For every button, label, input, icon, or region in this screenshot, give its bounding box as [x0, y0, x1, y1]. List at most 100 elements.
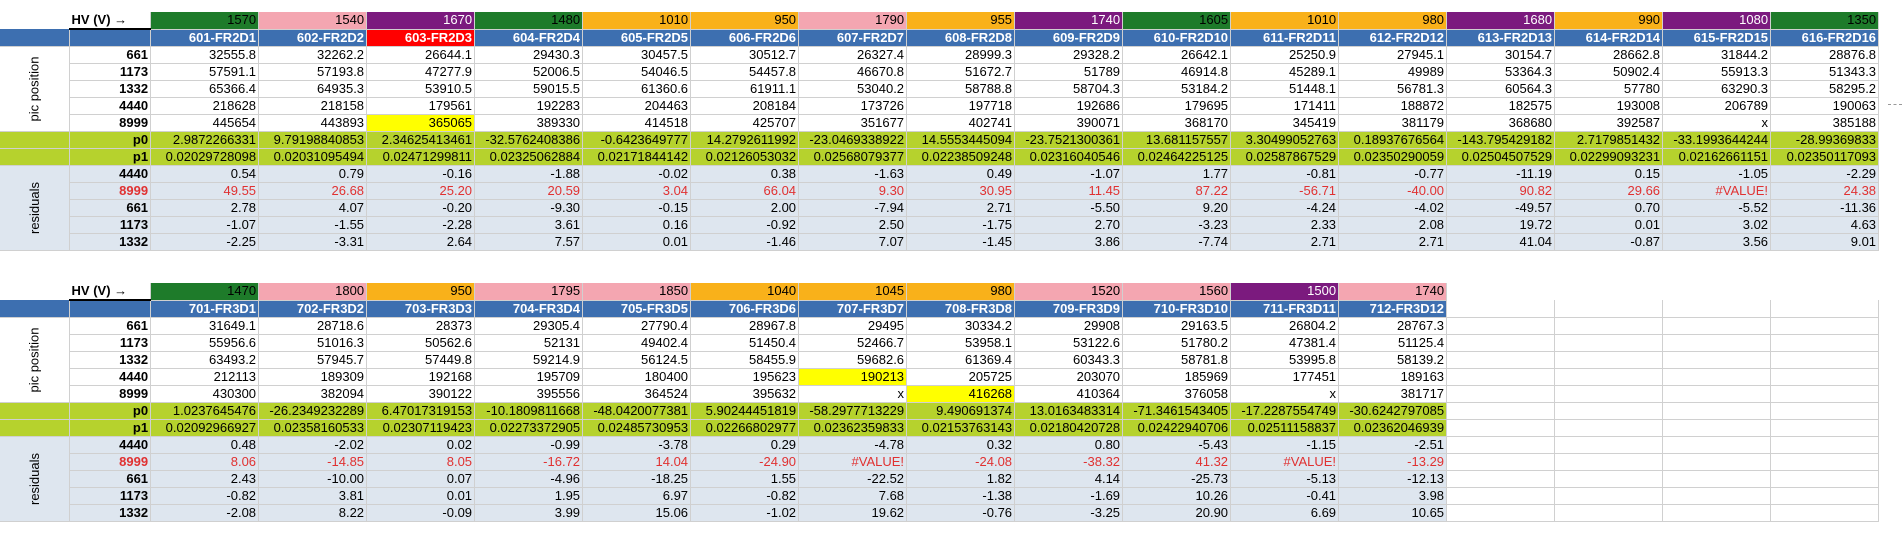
pic-position-cell[interactable]: 28876.8: [1770, 46, 1880, 64]
pic-position-cell[interactable]: 57193.8: [258, 63, 368, 81]
detector-name-cell[interactable]: 616-FR2D16: [1770, 29, 1880, 47]
p1-cell[interactable]: 0.02504507529: [1446, 148, 1556, 166]
p0-cell[interactable]: -48.0420077381: [582, 402, 692, 420]
pic-position-cell[interactable]: 52466.7: [798, 334, 908, 352]
pic-position-cell[interactable]: 53040.2: [798, 80, 908, 98]
detector-name-cell[interactable]: 606-FR2D6: [690, 29, 800, 47]
hv-cell[interactable]: 1480: [474, 12, 584, 30]
residual-cell[interactable]: 3.56: [1662, 233, 1772, 251]
pic-position-cell[interactable]: 31649.1: [150, 317, 260, 335]
empty-cell[interactable]: [1662, 317, 1772, 335]
pic-position-cell[interactable]: 416268: [906, 385, 1016, 403]
p0-cell[interactable]: 2.34625413461: [366, 131, 476, 149]
empty-cell[interactable]: [1770, 368, 1880, 386]
empty-cell[interactable]: [1770, 402, 1880, 420]
empty-cell[interactable]: [1446, 351, 1556, 369]
residual-cell[interactable]: -0.87: [1554, 233, 1664, 251]
p0-cell[interactable]: 3.30499052763: [1230, 131, 1340, 149]
pic-position-cell[interactable]: 381179: [1338, 114, 1448, 132]
residual-cell[interactable]: 2.50: [798, 216, 908, 234]
p0-cell[interactable]: 14.2792611992: [690, 131, 800, 149]
detector-name-cell[interactable]: 702-FR3D2: [258, 300, 368, 318]
pic-position-cell[interactable]: 206789: [1662, 97, 1772, 115]
hv-cell[interactable]: 955: [906, 12, 1016, 30]
pic-position-cell[interactable]: 53910.5: [366, 80, 476, 98]
hv-cell[interactable]: 1740: [1338, 283, 1448, 301]
residual-cell[interactable]: 24.38: [1770, 182, 1880, 200]
residual-cell[interactable]: -0.16: [366, 165, 476, 183]
empty-cell[interactable]: [1554, 436, 1664, 454]
pic-position-cell[interactable]: 28662.8: [1554, 46, 1664, 64]
detector-name-cell[interactable]: 607-FR2D7: [798, 29, 908, 47]
pic-position-cell[interactable]: 51448.1: [1230, 80, 1340, 98]
pic-position-cell[interactable]: 395556: [474, 385, 584, 403]
residual-cell[interactable]: 3.86: [1014, 233, 1124, 251]
residual-cell[interactable]: 0.16: [582, 216, 692, 234]
residual-cell[interactable]: 0.01: [1554, 216, 1664, 234]
empty-cell[interactable]: [1554, 487, 1664, 505]
p0-cell[interactable]: -23.7521300361: [1014, 131, 1124, 149]
hv-cell[interactable]: 950: [690, 12, 800, 30]
residual-cell[interactable]: 11.45: [1014, 182, 1124, 200]
pic-position-cell[interactable]: 430300: [150, 385, 260, 403]
detector-name-cell[interactable]: 703-FR3D3: [366, 300, 476, 318]
p1-cell[interactable]: 0.02180420728: [1014, 419, 1124, 437]
detector-name-cell[interactable]: 704-FR3D4: [474, 300, 584, 318]
p0-cell[interactable]: 2.9872266331: [150, 131, 260, 149]
pic-position-cell[interactable]: 218628: [150, 97, 260, 115]
p1-cell[interactable]: 0.02358160533: [258, 419, 368, 437]
pic-position-cell[interactable]: 58781.8: [1122, 351, 1232, 369]
hv-cell[interactable]: 1080: [1662, 12, 1772, 30]
pic-position-cell[interactable]: 58788.8: [906, 80, 1016, 98]
pic-position-cell[interactable]: 51125.4: [1338, 334, 1448, 352]
residual-cell[interactable]: -1.63: [798, 165, 908, 183]
residual-cell[interactable]: -0.15: [582, 199, 692, 217]
residual-cell[interactable]: -5.52: [1662, 199, 1772, 217]
residual-cell[interactable]: 3.81: [258, 487, 368, 505]
pic-position-cell[interactable]: 63290.3: [1662, 80, 1772, 98]
residual-cell[interactable]: -22.52: [798, 470, 908, 488]
residual-cell[interactable]: -1.07: [150, 216, 260, 234]
empty-cell[interactable]: [1770, 385, 1880, 403]
p0-cell[interactable]: -30.6242797085: [1338, 402, 1448, 420]
residual-cell[interactable]: 29.66: [1554, 182, 1664, 200]
residual-cell[interactable]: 3.04: [582, 182, 692, 200]
detector-name-cell[interactable]: 706-FR3D6: [690, 300, 800, 318]
pic-position-cell[interactable]: 53995.8: [1230, 351, 1340, 369]
p0-cell[interactable]: -71.3461543405: [1122, 402, 1232, 420]
pic-position-cell[interactable]: 61369.4: [906, 351, 1016, 369]
detector-name-cell[interactable]: 705-FR3D5: [582, 300, 692, 318]
residual-cell[interactable]: 0.29: [690, 436, 800, 454]
pic-position-cell[interactable]: 29163.5: [1122, 317, 1232, 335]
residual-cell[interactable]: 3.99: [474, 504, 584, 522]
residual-cell[interactable]: -1.38: [906, 487, 1016, 505]
empty-cell[interactable]: [1446, 504, 1556, 522]
pic-position-cell[interactable]: 49402.4: [582, 334, 692, 352]
pic-position-cell[interactable]: 51450.4: [690, 334, 800, 352]
residual-cell[interactable]: -13.29: [1338, 453, 1448, 471]
residual-cell[interactable]: 4.07: [258, 199, 368, 217]
empty-cell[interactable]: [1446, 470, 1556, 488]
pic-position-cell[interactable]: 192168: [366, 368, 476, 386]
empty-cell[interactable]: [1446, 385, 1556, 403]
pic-position-cell[interactable]: 25250.9: [1230, 46, 1340, 64]
pic-position-cell[interactable]: 185969: [1122, 368, 1232, 386]
empty-cell[interactable]: [1662, 402, 1772, 420]
pic-position-cell[interactable]: 26327.4: [798, 46, 908, 64]
hv-cell[interactable]: 980: [906, 283, 1016, 301]
residual-cell[interactable]: -2.28: [366, 216, 476, 234]
residual-cell[interactable]: -0.92: [690, 216, 800, 234]
residual-cell[interactable]: 4.63: [1770, 216, 1880, 234]
p0-cell[interactable]: 2.7179851432: [1554, 131, 1664, 149]
empty-cell[interactable]: [1770, 504, 1880, 522]
pic-position-cell[interactable]: x: [798, 385, 908, 403]
residual-cell[interactable]: -1.45: [906, 233, 1016, 251]
residual-cell[interactable]: -0.76: [906, 504, 1016, 522]
pic-position-cell[interactable]: 31844.2: [1662, 46, 1772, 64]
residual-cell[interactable]: -3.78: [582, 436, 692, 454]
empty-cell[interactable]: [1770, 351, 1880, 369]
pic-position-cell[interactable]: x: [1662, 114, 1772, 132]
pic-position-cell[interactable]: 368170: [1122, 114, 1232, 132]
p0-cell[interactable]: -17.2287554749: [1230, 402, 1340, 420]
residual-cell[interactable]: 0.49: [906, 165, 1016, 183]
